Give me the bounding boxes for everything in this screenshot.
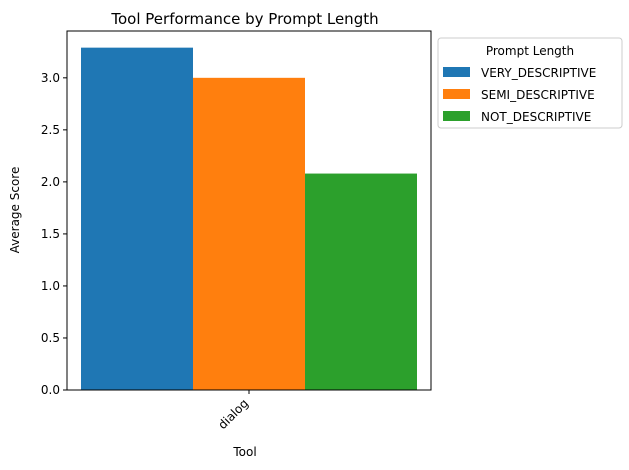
bar-not-descriptive-dialog <box>305 173 417 390</box>
x-tick-label: dialog <box>215 396 251 432</box>
legend-box <box>437 37 623 129</box>
y-axis: 0.0 0.5 1.0 1.5 2.0 2.5 3.0 <box>41 71 67 397</box>
chart-title: Tool Performance by Prompt Length <box>110 10 378 28</box>
x-axis: dialog <box>215 390 251 432</box>
legend-label: VERY_DESCRIPTIVE <box>481 66 596 80</box>
y-axis-label: Average Score <box>8 167 22 254</box>
y-tick-label: 2.5 <box>41 123 60 137</box>
bar-semi-descriptive-dialog <box>193 77 305 391</box>
y-tick-label: 1.5 <box>41 227 60 241</box>
y-tick-label: 1.0 <box>41 279 60 293</box>
legend-swatch-very-descriptive <box>443 67 470 77</box>
x-axis-label: Tool <box>232 445 256 459</box>
bars-layer <box>81 47 417 391</box>
legend-items: VERY_DESCRIPTIVE SEMI_DESCRIPTIVE NOT_DESC… <box>443 66 596 124</box>
y-tick-label: 0.5 <box>41 331 60 345</box>
legend-label: NOT_DESCRIPTIVE <box>481 110 591 124</box>
plot-frame <box>66 30 432 391</box>
y-tick-label: 3.0 <box>41 71 60 85</box>
legend-label: SEMI_DESCRIPTIVE <box>481 88 595 102</box>
legend: Prompt Length VERY_DESCRIPTIVE SEMI_DESCR… <box>437 37 623 129</box>
y-tick-label: 0.0 <box>41 383 60 397</box>
legend-swatch-not-descriptive <box>443 111 470 121</box>
bar-very-descriptive-dialog <box>81 47 193 390</box>
legend-title: Prompt Length <box>486 44 574 58</box>
y-tick-label: 2.0 <box>41 175 60 189</box>
legend-swatch-semi-descriptive <box>443 89 470 99</box>
